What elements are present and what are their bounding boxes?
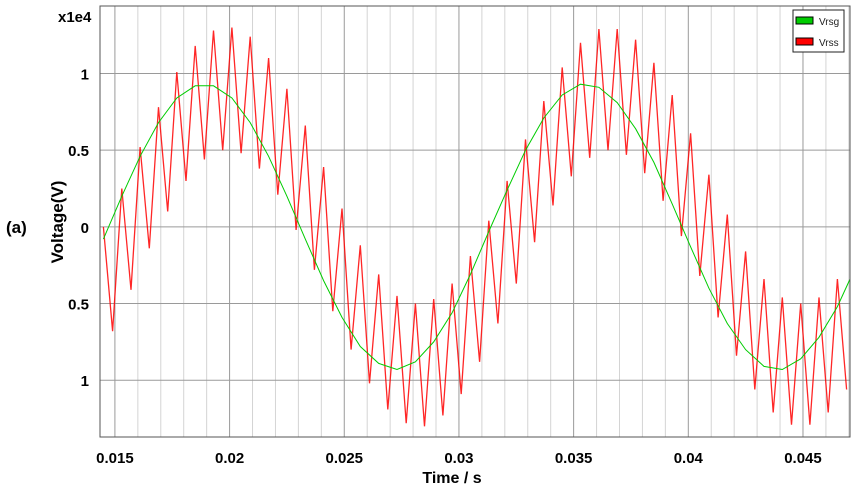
y-axis-label: Voltage(V): [48, 181, 67, 264]
series-line-vrsg: [102, 83, 850, 371]
x-axis-label: Time / s: [422, 470, 481, 487]
legend-label-vrss: Vrss: [819, 38, 839, 49]
legend: Vrsg Vrss: [792, 9, 845, 53]
y-tick-labels: 1 0.5 0 0.5 1: [68, 66, 89, 390]
x-tick-label: 0.035: [555, 450, 593, 467]
x-tick-label: 0.02: [215, 450, 244, 467]
x-tick-label: 0.045: [784, 450, 822, 467]
legend-label-vrsg: Vrsg: [819, 17, 839, 28]
x-tick-label: 0.015: [96, 450, 134, 467]
x-tick-label: 0.03: [444, 450, 473, 467]
series-line-vrss: [102, 27, 848, 427]
legend-swatch-vrsg: [795, 16, 814, 25]
grid: [100, 6, 850, 437]
y-tick-label: 0.5: [68, 297, 89, 314]
y-tick-label: 0.5: [68, 143, 89, 160]
x-tick-label: 0.04: [674, 450, 704, 467]
x-tick-label: 0.025: [325, 450, 363, 467]
y-tick-label: 0: [81, 220, 89, 237]
series-layer: [102, 27, 850, 427]
plot-frame: [99, 5, 851, 438]
x-tick-labels: 0.015 0.02 0.025 0.03 0.035 0.04 0.045: [96, 450, 822, 467]
y-tick-label: 1: [81, 373, 89, 390]
y-tick-label: 1: [81, 66, 89, 83]
panel-label: (a): [6, 218, 27, 237]
y-multiplier: x1e4: [58, 9, 92, 26]
legend-swatch-vrss: [795, 37, 814, 46]
